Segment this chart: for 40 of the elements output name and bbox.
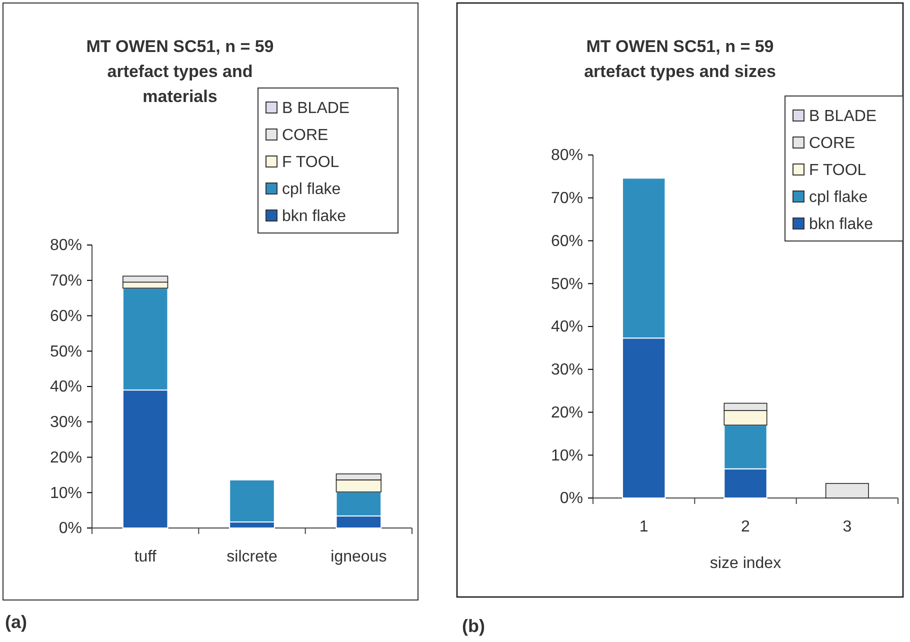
text: (a)	[5, 612, 28, 632]
y-tick-label: 50%	[550, 276, 583, 293]
legend-label: cpl flake	[809, 189, 868, 206]
y-tick-label: 10%	[50, 484, 82, 502]
y-tick-label: 60%	[550, 232, 583, 250]
chart-title: MT OWEN SC51, n = 59 artefact types and materials	[86, 37, 274, 106]
y-tick-label: 50%	[50, 343, 82, 360]
x-axis-title: size index	[710, 555, 782, 572]
x-tick-label: silcrete	[226, 548, 278, 566]
legend-label: B BLADE	[809, 108, 877, 125]
y-tick-label: 30%	[50, 414, 82, 431]
bar	[825, 483, 869, 498]
y-tick-label: 30%	[550, 361, 583, 378]
y-tick-label: 10%	[550, 447, 583, 464]
chart-title: MT OWEN SC51, n = 59 artefact types and sizes	[584, 37, 776, 81]
y-tick-label: 40%	[550, 318, 583, 336]
legend-label: bkn flake	[809, 216, 874, 233]
legend-label: CORE	[282, 127, 328, 144]
y-tick-label: 20%	[550, 404, 583, 422]
y-tick-label: 20%	[50, 449, 82, 466]
x-tick-label: 1	[639, 518, 648, 536]
x-tick-label: tuff	[134, 548, 157, 566]
legend-label: F TOOL	[809, 162, 866, 179]
y-tick-label: 80%	[50, 237, 82, 254]
x-tick-label: 2	[741, 518, 750, 536]
text: (b)	[462, 616, 485, 636]
y-tick-label: 70%	[50, 272, 82, 290]
y-tick-label: 70%	[550, 190, 583, 207]
legend-label: bkn flake	[282, 208, 346, 225]
legend-label: CORE	[809, 135, 856, 152]
y-tick-label: 60%	[50, 308, 82, 325]
legend-label: B BLADE	[282, 100, 350, 117]
y-tick-label: 0%	[58, 520, 82, 538]
x-tick-label: igneous	[330, 548, 387, 566]
legend-label: cpl flake	[282, 181, 341, 198]
y-tick-label: 40%	[50, 378, 82, 396]
y-tick-label: 0%	[560, 490, 583, 508]
x-tick-label: 3	[842, 518, 852, 536]
y-tick-label: 80%	[550, 147, 583, 164]
legend-label: F TOOL	[282, 154, 340, 171]
